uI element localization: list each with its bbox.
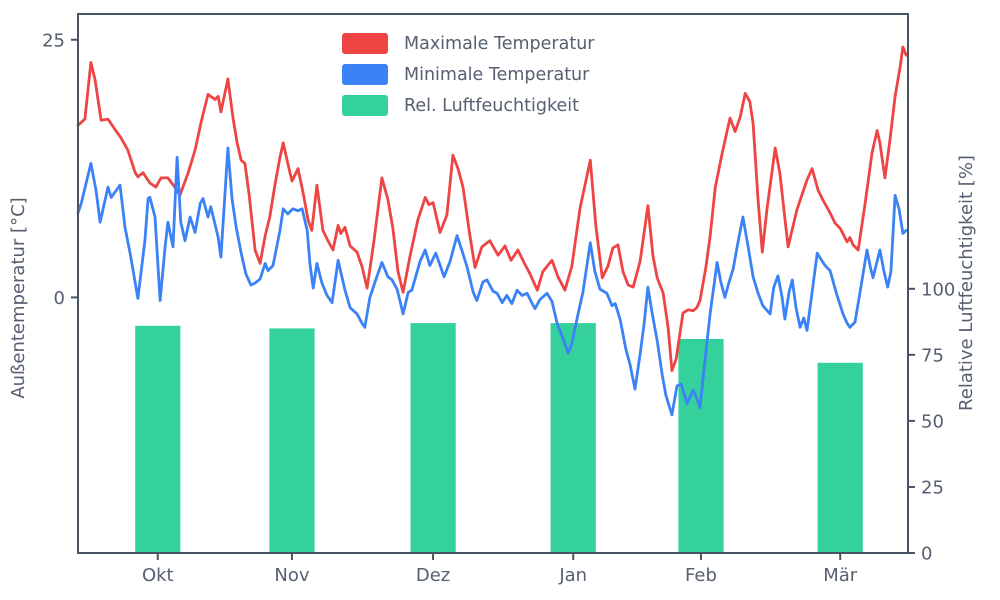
x-tick-label-Mär: Mär: [823, 565, 858, 586]
humidity-bar-Okt: [135, 325, 181, 553]
x-tick-label-Nov: Nov: [274, 565, 309, 586]
humidity-bar-Mär: [817, 362, 863, 553]
max-temp-swatch: [342, 33, 388, 54]
axes: 0 25 0 25 50 75 100 Okt Nov Dez Jan Feb Mär: [42, 13, 955, 586]
legend-item-max-temp: Maximale Temperatur: [342, 28, 594, 59]
right-axis-label: Relative Luftfeuchtigkeit [%]: [956, 155, 977, 411]
min-temp-line: [76, 146, 908, 417]
x-tick-label-Dez: Dez: [416, 565, 450, 586]
left-tick-label: 25: [42, 30, 65, 51]
humidity-swatch: [342, 95, 388, 116]
x-tick-label-Okt: Okt: [142, 565, 174, 586]
legend-label: Rel. Luftfeuchtigkeit: [404, 95, 579, 116]
legend-label: Maximale Temperatur: [404, 33, 595, 54]
right-tick-label: 50: [921, 411, 944, 432]
humidity-bar-Feb: [678, 339, 724, 553]
min-temp-swatch: [342, 64, 388, 85]
right-tick-label: 0: [921, 544, 932, 565]
temperature-lines: [76, 45, 908, 417]
humidity-bar-Dez: [410, 323, 456, 553]
legend-label: Minimale Temperatur: [404, 64, 590, 85]
x-tick-label-Feb: Feb: [685, 565, 717, 586]
left-tick-label: 0: [54, 288, 65, 309]
left-axis-label: Außentemperatur [°C]: [8, 197, 29, 398]
plot-frame: [77, 13, 909, 554]
x-tick-label-Jan: Jan: [558, 565, 587, 586]
max-temp-line: [76, 45, 908, 373]
legend-item-min-temp: Minimale Temperatur: [342, 59, 594, 90]
right-tick-label: 100: [921, 279, 955, 300]
legend-item-humidity: Rel. Luftfeuchtigkeit: [342, 90, 594, 121]
humidity-bar-Jan: [550, 323, 596, 553]
humidity-bars: [135, 323, 863, 553]
right-tick-label: 25: [921, 477, 944, 498]
right-tick-label: 75: [921, 345, 944, 366]
humidity-bar-Nov: [269, 328, 315, 553]
legend: Maximale Temperatur Minimale Temperatur …: [342, 28, 594, 121]
